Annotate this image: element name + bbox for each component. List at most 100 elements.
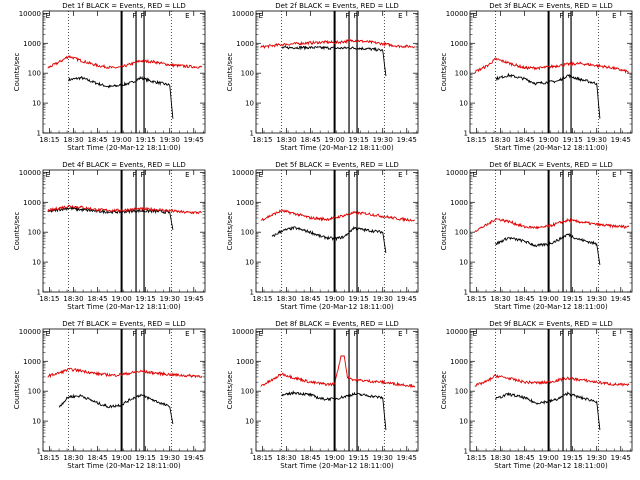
x-tick-label: 19:30 (373, 454, 393, 462)
event-flag: E (612, 171, 616, 179)
plot-frame (469, 328, 633, 452)
x-tick-label: 19:15 (349, 454, 369, 462)
y-axis-label: Counts/sec (226, 53, 234, 92)
plot-frame (255, 328, 419, 452)
y-tick-label: 1000 (23, 40, 41, 48)
x-tick-label: 18:30 (490, 295, 510, 303)
y-tick-label: 10 (245, 100, 254, 108)
event-flag: F (559, 171, 563, 179)
x-tick-label: 18:45 (514, 454, 534, 462)
x-axis-label: Start Time (20-Mar-12 18:11:00) (494, 462, 608, 470)
x-tick-label: 19:30 (373, 295, 393, 303)
x-tick-label: 18:30 (490, 136, 510, 144)
event-flag: F (132, 12, 136, 20)
event-flag: F (353, 330, 357, 338)
plot-frame (469, 169, 633, 293)
y-tick-label: 10000 (446, 328, 468, 336)
event-flag: F (345, 171, 349, 179)
x-tick-label: 18:15 (252, 136, 272, 144)
events-series-line (58, 393, 174, 425)
y-axis-label: Counts/sec (440, 212, 448, 251)
chart-panel: Det 8f BLACK = Events, RED = LLD 1 10 100 10… (226, 320, 419, 470)
event-flag: E (612, 12, 616, 20)
chart-panel: Det 6f BLACK = Events, RED = LLD 1 10 100 10… (440, 161, 633, 311)
x-tick-label: 19:45 (611, 454, 631, 462)
x-tick-label: 19:00 (539, 136, 559, 144)
chart-panel: Det 2f BLACK = Events, RED = LLD 1 10 100 10… (226, 2, 419, 152)
x-tick-label: 18:15 (39, 295, 59, 303)
y-tick-label: 1 (250, 448, 254, 456)
y-axis-label: Counts/sec (226, 371, 234, 410)
y-tick-label: 10 (245, 418, 254, 426)
y-tick-label: 1000 (450, 199, 468, 207)
x-tick-label: 18:30 (63, 454, 83, 462)
event-flag: E (46, 171, 50, 179)
y-tick-label: 100 (28, 229, 41, 237)
y-tick-label: 1000 (236, 40, 254, 48)
y-tick-label: 10000 (232, 10, 254, 18)
x-tick-label: 18:45 (514, 295, 534, 303)
chart-title: Det 4f BLACK = Events, RED = LLD (62, 161, 185, 169)
x-tick-label: 18:45 (300, 454, 320, 462)
x-tick-label: 18:45 (87, 295, 107, 303)
x-tick-label: 19:45 (184, 295, 204, 303)
chart-title: Det 8f BLACK = Events, RED = LLD (275, 320, 398, 328)
y-tick-label: 1 (37, 130, 41, 138)
event-flag: E (259, 12, 263, 20)
chart-panel: Det 9f BLACK = Events, RED = LLD 1 10 100 10… (440, 320, 633, 470)
events-series-line (271, 226, 387, 254)
x-tick-label: 19:30 (373, 136, 393, 144)
chart-panel: Det 7f BLACK = Events, RED = LLD 1 10 100 10… (13, 320, 206, 470)
x-axis-label: Start Time (20-Mar-12 18:11:00) (494, 303, 608, 311)
events-series-line (281, 390, 387, 431)
x-tick-label: 18:15 (466, 454, 486, 462)
y-tick-label: 1000 (450, 40, 468, 48)
y-tick-label: 1 (464, 130, 468, 138)
event-flag: E (473, 330, 477, 338)
y-tick-label: 1 (464, 289, 468, 297)
y-tick-label: 1000 (23, 199, 41, 207)
event-flag: E (398, 330, 402, 338)
y-tick-label: 10000 (19, 10, 41, 18)
event-flag: E (46, 12, 50, 20)
chart-title: Det 1f BLACK = Events, RED = LLD (62, 2, 185, 10)
chart-title: Det 9f BLACK = Events, RED = LLD (489, 320, 612, 328)
events-series-line (495, 391, 601, 431)
x-axis-label: Start Time (20-Mar-12 18:11:00) (280, 462, 394, 470)
x-tick-label: 19:45 (611, 295, 631, 303)
x-tick-label: 18:15 (466, 295, 486, 303)
x-tick-label: 18:15 (252, 295, 272, 303)
x-tick-label: 18:45 (300, 136, 320, 144)
event-flag: E (398, 171, 402, 179)
x-tick-label: 19:45 (184, 454, 204, 462)
event-flag: F (567, 171, 571, 179)
y-axis-label: Counts/sec (226, 212, 234, 251)
x-tick-label: 18:45 (300, 295, 320, 303)
x-tick-label: 19:00 (325, 136, 345, 144)
events-series-line (495, 232, 601, 266)
x-tick-label: 18:15 (39, 454, 59, 462)
x-axis-label: Start Time (20-Mar-12 18:11:00) (67, 303, 181, 311)
y-tick-label: 1000 (236, 199, 254, 207)
events-series-line (68, 75, 174, 119)
x-tick-label: 18:30 (490, 454, 510, 462)
lld-series-line (47, 205, 202, 215)
event-flag: E (185, 171, 189, 179)
y-tick-label: 100 (28, 70, 41, 78)
y-tick-label: 1000 (23, 358, 41, 366)
y-tick-label: 10 (245, 259, 254, 267)
x-tick-label: 18:30 (63, 295, 83, 303)
event-flag: F (567, 330, 571, 338)
x-tick-label: 19:00 (325, 454, 345, 462)
x-tick-label: 19:15 (136, 136, 156, 144)
x-tick-label: 19:45 (611, 136, 631, 144)
x-tick-label: 18:15 (252, 454, 272, 462)
plot-frame (255, 169, 419, 293)
y-tick-label: 100 (241, 229, 254, 237)
x-tick-label: 19:00 (539, 295, 559, 303)
x-tick-label: 19:15 (349, 136, 369, 144)
y-tick-label: 1000 (450, 358, 468, 366)
event-flag: F (132, 330, 136, 338)
plot-frame (469, 10, 633, 134)
event-flag: E (259, 330, 263, 338)
